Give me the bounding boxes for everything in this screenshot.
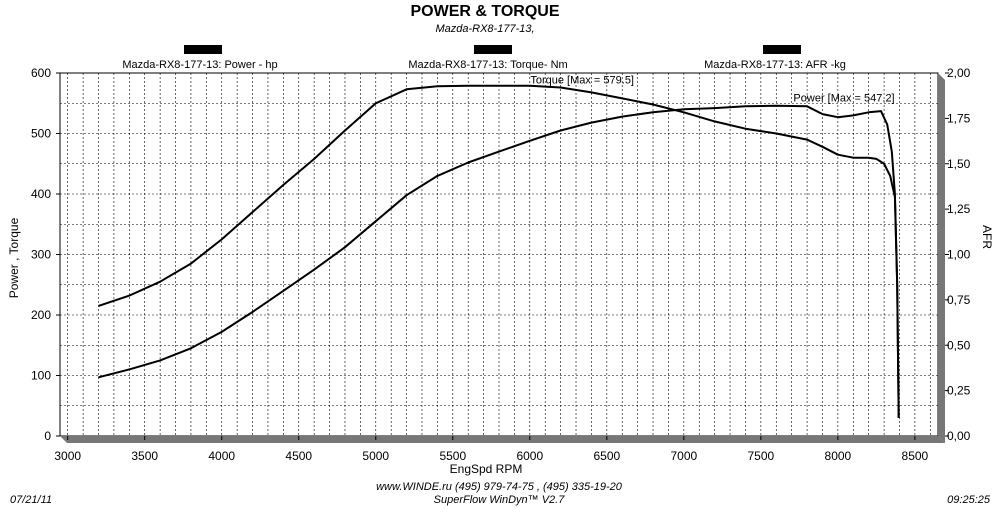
chart-annotations: Torque [Max = 579.5] Power [Max = 547.2] — [530, 74, 894, 104]
y2-tick-label: 0,75 — [947, 293, 971, 307]
y-tick-label: 500 — [31, 127, 51, 141]
legend-label-torque: Mazda-RX8-177-13: Torque- Nm — [408, 59, 567, 71]
chart-title: POWER & TORQUE — [410, 3, 559, 20]
legend-swatch-torque — [474, 45, 512, 54]
x-tick-label: 6000 — [516, 449, 543, 463]
x-tick-label: 3000 — [54, 449, 81, 463]
x-tick-label: 8500 — [902, 449, 929, 463]
y2-tick-label: 1,25 — [947, 202, 971, 216]
x-axis-label: EngSpd RPM — [450, 462, 523, 476]
x-tick-label: 6500 — [593, 449, 620, 463]
annotation-power-max: Power [Max = 547.2] — [793, 92, 894, 104]
annotation-torque-max: Torque [Max = 579.5] — [530, 74, 634, 86]
x-tick-label: 5500 — [439, 449, 466, 463]
y-tick-label: 100 — [31, 369, 51, 383]
y2-tick-label: 0,25 — [947, 384, 971, 398]
x-axis-ticks: 3000 3500 4000 4500 5000 5500 6000 6500 7000 7500… — [54, 436, 929, 463]
legend-swatch-afr — [763, 45, 801, 54]
legend-label-afr: Mazda-RX8-177-13: AFR -kg — [704, 59, 846, 71]
series-line-torque — [98, 84, 900, 418]
chart-subtitle: Mazda-RX8-177-13, — [435, 23, 534, 35]
y2-axis-label: AFR — [980, 225, 994, 249]
y-tick-label: 200 — [31, 308, 51, 322]
y2-tick-label: 2,00 — [947, 66, 971, 80]
frame-shadow-right — [938, 73, 945, 443]
y2-tick-label: 1,50 — [947, 157, 971, 171]
series-line-power — [98, 104, 900, 418]
x-tick-label: 7000 — [670, 449, 697, 463]
footer-site: www.WINDE.ru (495) 979-74-75 , (495) 335… — [376, 481, 623, 493]
footer-software: SuperFlow WinDyn™ V2.7 — [434, 494, 566, 506]
y-tick-label: 400 — [31, 187, 51, 201]
x-tick-label: 5000 — [362, 449, 389, 463]
footer-time: 09:25:25 — [947, 494, 991, 506]
footer-date: 07/21/11 — [10, 494, 52, 506]
y-tick-label: 600 — [31, 66, 51, 80]
y2-tick-label: 0,50 — [947, 338, 971, 352]
y-tick-label: 0 — [44, 429, 51, 443]
chart-grid — [60, 73, 938, 436]
legend-swatch-power — [184, 45, 222, 54]
chart-series — [98, 84, 900, 418]
plot-frame — [59, 72, 945, 443]
x-tick-label: 4000 — [208, 449, 235, 463]
x-tick-label: 8000 — [825, 449, 852, 463]
y-axis-ticks: 0 100 200 300 400 500 600 — [31, 66, 60, 443]
x-tick-label: 3500 — [131, 449, 158, 463]
x-tick-label: 4500 — [285, 449, 312, 463]
y2-tick-label: 0,00 — [947, 429, 971, 443]
y2-axis-ticks: 0,00 0,25 0,50 0,75 1,00 1,25 1,50 1,75 2,00 — [945, 66, 971, 443]
x-tick-label: 7500 — [748, 449, 775, 463]
y-tick-label: 300 — [31, 248, 51, 262]
legend-label-power: Mazda-RX8-177-13: Power - hp — [122, 59, 277, 71]
y2-tick-label: 1,00 — [947, 248, 971, 262]
y-axis-label: Power , Torque — [7, 217, 21, 298]
frame-shadow-bottom — [60, 436, 945, 443]
y2-tick-label: 1,75 — [947, 111, 971, 125]
